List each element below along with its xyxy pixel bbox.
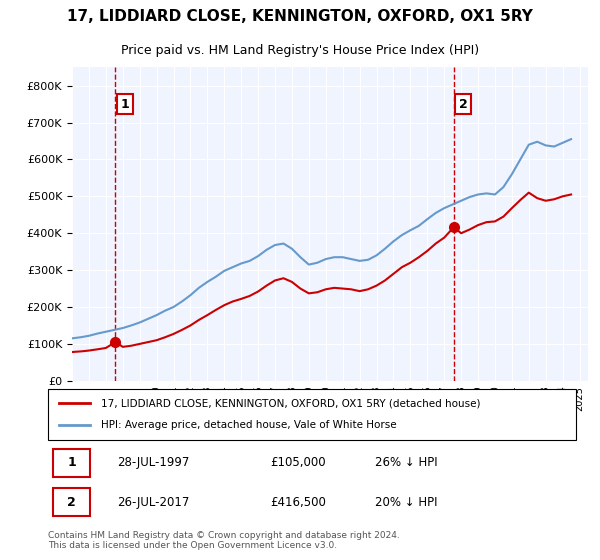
Text: 20% ↓ HPI: 20% ↓ HPI [376,496,438,508]
FancyBboxPatch shape [48,389,576,440]
Text: Contains HM Land Registry data © Crown copyright and database right 2024.
This d: Contains HM Land Registry data © Crown c… [48,531,400,550]
Text: 26% ↓ HPI: 26% ↓ HPI [376,456,438,469]
Text: 28-JUL-1997: 28-JUL-1997 [116,456,189,469]
Text: 2: 2 [67,496,76,508]
Text: £105,000: £105,000 [270,456,325,469]
Text: £416,500: £416,500 [270,496,326,508]
Text: 2: 2 [459,97,467,110]
Text: 17, LIDDIARD CLOSE, KENNINGTON, OXFORD, OX1 5RY: 17, LIDDIARD CLOSE, KENNINGTON, OXFORD, … [67,10,533,24]
Text: 1: 1 [67,456,76,469]
Text: Price paid vs. HM Land Registry's House Price Index (HPI): Price paid vs. HM Land Registry's House … [121,44,479,57]
Text: HPI: Average price, detached house, Vale of White Horse: HPI: Average price, detached house, Vale… [101,421,397,431]
FancyBboxPatch shape [53,488,90,516]
FancyBboxPatch shape [53,449,90,477]
Text: 26-JUL-2017: 26-JUL-2017 [116,496,189,508]
Text: 17, LIDDIARD CLOSE, KENNINGTON, OXFORD, OX1 5RY (detached house): 17, LIDDIARD CLOSE, KENNINGTON, OXFORD, … [101,398,481,408]
Text: 1: 1 [121,97,130,110]
